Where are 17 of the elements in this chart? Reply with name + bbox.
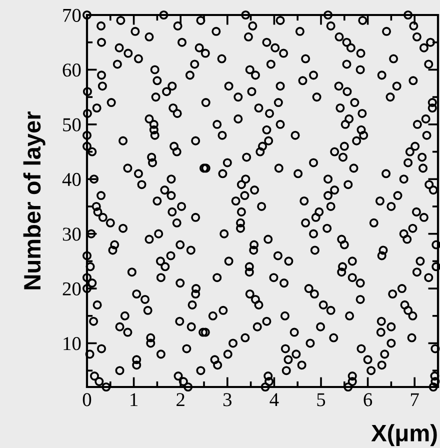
y-tick-label: 10 bbox=[64, 337, 81, 350]
x-tick-label: 6 bbox=[364, 393, 372, 406]
y-tick-label: 50 bbox=[63, 118, 81, 132]
y-tick-label: 40 bbox=[62, 172, 81, 186]
x-tick-label: 1 bbox=[130, 393, 138, 406]
x-tick-label: 4 bbox=[270, 393, 279, 406]
y-tick-label: 20 bbox=[62, 282, 81, 296]
x-tick-label: 2 bbox=[176, 393, 184, 406]
y-tick-label: 70 bbox=[63, 8, 81, 22]
y-axis-title: Number of layer bbox=[23, 111, 46, 290]
y-tick-label: 60 bbox=[62, 64, 81, 77]
x-tick-label: 7 bbox=[411, 393, 419, 406]
x-axis-title: X(μm) bbox=[371, 424, 437, 446]
y-tick-label: 30 bbox=[62, 228, 81, 241]
x-tick-label: 5 bbox=[317, 393, 326, 406]
x-tick-label: 3 bbox=[223, 393, 232, 406]
x-tick-label: 0 bbox=[82, 393, 92, 406]
